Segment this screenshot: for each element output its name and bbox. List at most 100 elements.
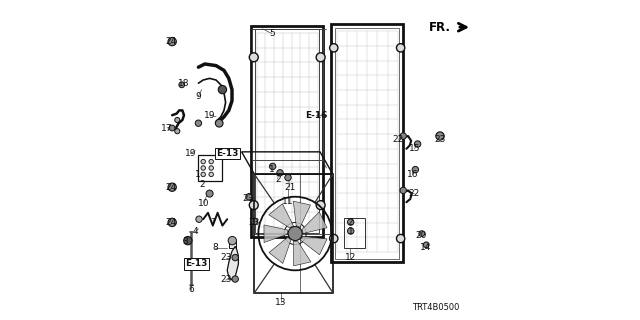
Text: 19: 19 <box>185 149 196 158</box>
Text: 14: 14 <box>420 244 431 252</box>
Text: 24: 24 <box>165 218 176 227</box>
Text: 8: 8 <box>212 244 218 252</box>
Circle shape <box>396 234 405 243</box>
Circle shape <box>250 201 259 210</box>
Circle shape <box>201 159 205 164</box>
Text: 2: 2 <box>200 180 205 188</box>
Text: 21: 21 <box>284 183 295 192</box>
Text: E-16: E-16 <box>305 111 327 120</box>
Bar <box>198 155 222 181</box>
Text: 23: 23 <box>220 253 231 262</box>
Text: 17: 17 <box>161 124 173 132</box>
Text: 1: 1 <box>269 165 275 174</box>
Circle shape <box>209 166 214 170</box>
Circle shape <box>251 218 257 225</box>
Text: 2: 2 <box>275 175 280 184</box>
Text: 4: 4 <box>193 228 198 236</box>
Text: 22: 22 <box>393 135 404 144</box>
Circle shape <box>330 44 338 52</box>
Text: 23: 23 <box>243 194 253 203</box>
Circle shape <box>206 190 213 197</box>
Text: 9: 9 <box>196 92 201 100</box>
Circle shape <box>277 170 283 176</box>
Polygon shape <box>293 241 311 266</box>
Circle shape <box>330 234 338 243</box>
Text: 23: 23 <box>220 276 231 284</box>
Circle shape <box>285 174 291 181</box>
Circle shape <box>175 129 180 134</box>
Circle shape <box>415 141 421 147</box>
Circle shape <box>195 120 202 126</box>
Circle shape <box>179 82 184 88</box>
Text: E-13: E-13 <box>216 149 238 158</box>
Text: 24: 24 <box>165 37 176 46</box>
Circle shape <box>419 231 425 236</box>
Polygon shape <box>264 225 288 243</box>
Text: 23: 23 <box>435 135 445 144</box>
Circle shape <box>209 159 214 164</box>
Text: 12: 12 <box>345 253 356 262</box>
Text: 13: 13 <box>275 298 287 307</box>
Circle shape <box>396 44 405 52</box>
Bar <box>255 29 319 233</box>
Text: FR.: FR. <box>429 21 451 34</box>
Bar <box>252 29 323 160</box>
Text: 23: 23 <box>249 218 260 227</box>
Bar <box>335 28 399 259</box>
Polygon shape <box>293 201 310 227</box>
Bar <box>251 26 323 237</box>
Circle shape <box>400 187 406 194</box>
Circle shape <box>184 236 192 245</box>
Text: TRT4B0500: TRT4B0500 <box>412 303 460 312</box>
Text: 3: 3 <box>182 237 188 246</box>
Circle shape <box>269 163 276 170</box>
Circle shape <box>168 37 177 46</box>
Circle shape <box>168 183 177 191</box>
Text: 22: 22 <box>409 189 420 198</box>
Circle shape <box>288 227 302 241</box>
Text: 10: 10 <box>198 199 210 208</box>
Text: 18: 18 <box>179 79 189 88</box>
Polygon shape <box>302 212 327 234</box>
Bar <box>332 24 403 262</box>
Circle shape <box>316 201 325 210</box>
Polygon shape <box>269 204 293 228</box>
Text: 5: 5 <box>269 29 275 38</box>
Circle shape <box>201 166 205 170</box>
Circle shape <box>215 119 223 127</box>
Circle shape <box>316 53 325 62</box>
Bar <box>229 242 236 248</box>
Bar <box>344 218 365 248</box>
Text: 2: 2 <box>348 218 353 227</box>
Text: 24: 24 <box>165 183 176 192</box>
Circle shape <box>246 194 252 200</box>
Circle shape <box>348 219 354 225</box>
Text: 1: 1 <box>348 228 353 236</box>
Text: 11: 11 <box>282 197 294 206</box>
Circle shape <box>348 228 354 234</box>
Circle shape <box>412 166 419 173</box>
Circle shape <box>175 117 180 123</box>
Circle shape <box>250 53 259 62</box>
Circle shape <box>168 218 177 227</box>
Circle shape <box>232 254 238 261</box>
Circle shape <box>218 85 227 94</box>
Text: 1: 1 <box>195 170 200 179</box>
Circle shape <box>436 132 444 140</box>
Polygon shape <box>269 237 291 263</box>
Circle shape <box>232 276 238 282</box>
Circle shape <box>201 172 205 177</box>
Text: 15: 15 <box>409 144 420 153</box>
Circle shape <box>196 216 202 222</box>
Polygon shape <box>300 236 327 255</box>
Text: 16: 16 <box>407 170 419 179</box>
Text: 6: 6 <box>189 285 194 294</box>
Text: E-13: E-13 <box>186 260 208 268</box>
Circle shape <box>400 133 406 139</box>
Text: 19: 19 <box>204 111 215 120</box>
Circle shape <box>169 125 175 131</box>
Text: 7: 7 <box>210 218 216 227</box>
Text: 20: 20 <box>415 231 426 240</box>
Circle shape <box>209 172 214 177</box>
Polygon shape <box>227 246 239 280</box>
